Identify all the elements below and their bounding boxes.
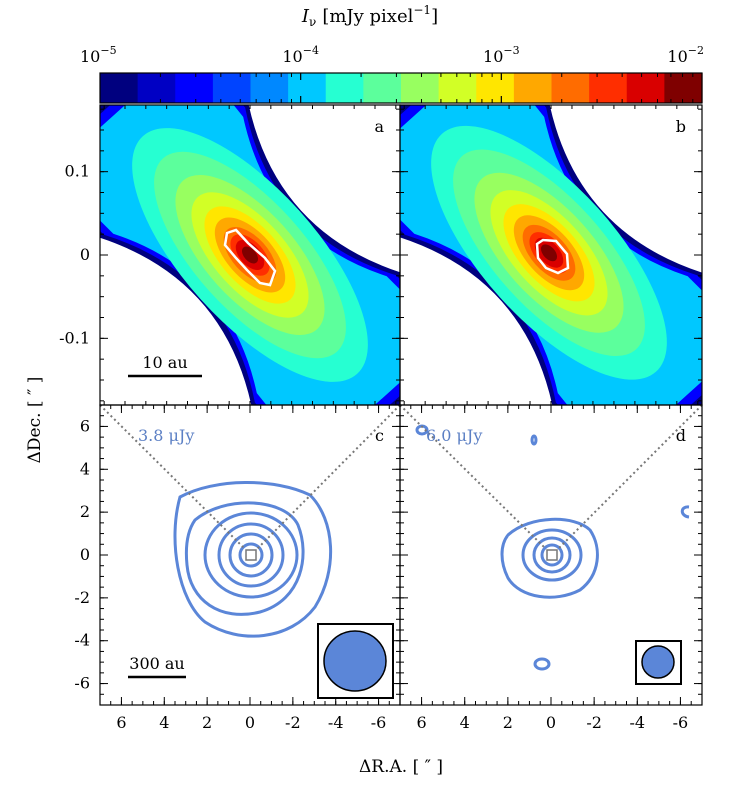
panel-d-letter: d [676,426,686,445]
colorbar-swatch [626,73,665,103]
colorbar-swatch [250,73,289,103]
x-tick-label: -2 [285,713,301,732]
x-tick-label: -6 [371,713,387,732]
colorbar-swatch [589,73,628,103]
panel-c-contour-6 [238,542,264,568]
panel-c-contour-2 [184,501,305,616]
colorbar-swatch [664,73,703,103]
colorbar-frame [99,72,703,104]
x-tick-label: 2 [202,713,212,732]
colorbar-swatch [476,73,515,103]
x-tick-label: 0 [546,713,556,732]
colorbar-swatch [438,73,477,103]
panel-b [400,105,702,405]
colorbar-tick-label: 10−5 [80,44,117,66]
panel-b-contour [535,238,570,275]
colorbar-tick-label: 10−3 [483,44,520,66]
x-tick-label: -4 [328,713,344,732]
tick-marks [99,73,703,706]
colorbar-swatch [175,73,214,103]
heatmap-level [241,246,259,264]
panel-d-noise-contour-3 [680,505,690,519]
panel-a-letter: a [374,117,384,136]
y-tick-label-bottom: -2 [74,588,90,607]
y-tick-label-top: 0 [80,245,90,264]
x-tick-label: 4 [159,713,169,732]
panel-c-contour-1 [173,481,332,638]
y-tick-label-bottom: -6 [74,674,90,693]
y-axis-title: ΔDec. [ ″ ] [25,377,45,464]
colorbar-tick-labels: 10−5 10−4 10−3 10−2 [80,44,704,66]
colorbar-swatch [551,73,590,103]
panel-c-rms-label: 3.8 μJy [138,426,194,445]
panel-a [100,105,400,405]
zoom-line-d-right [557,404,703,550]
panel-b-letter: b [676,117,686,136]
x-tick-label: -6 [673,713,689,732]
panel-a-heatmap [100,105,400,405]
colorbar-swatch [401,73,440,103]
colorbar-label: Iν [mJy pixel−1] [301,3,438,29]
y-tick-label-bottom: -4 [74,631,90,650]
colorbar-swatch [100,73,139,103]
panel-d-contour-4 [540,543,564,567]
x-tick-label: 6 [116,713,126,732]
zoom-line-c-right [256,404,401,550]
panel-c-contour-3 [203,511,299,599]
panel-b-heatmap [400,105,702,405]
y-tick-label-bottom: 0 [80,545,90,564]
colorbar-swatch [363,73,402,103]
x-axis-title: ΔR.A. [ ″ ] [359,757,443,777]
colorbar-tick-label: 10−4 [282,44,319,66]
panel-a-scalebar-label: 10 au [142,353,187,372]
panel-d-contour-1 [500,517,599,599]
panel-d-noise-contour-2 [530,434,538,446]
colorbar-swatch [212,73,252,103]
zoom-line-c-left [99,404,246,550]
panel-c-contour-4 [217,522,285,588]
panel-c-beam [323,630,387,692]
x-tick-label: 0 [245,713,255,732]
x-tick-label: 6 [416,713,426,732]
zoom-lines [99,404,703,550]
panel-c-letter: c [375,426,384,445]
panel-c-scalebar-label: 300 au [129,654,184,673]
y-tick-label-bottom: 6 [80,416,90,435]
panel-c-zoom-box [245,549,257,561]
colorbar-swatch [288,73,327,103]
colorbar-swatch [325,73,364,103]
y-tick-label-bottom: 2 [80,502,90,521]
panel-d-zoom-box [546,549,558,561]
y-tick-label-top: 0.1 [65,162,90,181]
panel-d-contour-3 [532,536,572,574]
zoom-line-d-left [399,404,547,550]
x-tick-label: -2 [586,713,602,732]
x-tick-label: 2 [503,713,513,732]
colorbar-swatch [513,73,553,103]
panel-d-rms-label: 6.0 μJy [426,426,482,445]
heatmap-level [540,244,558,262]
panel-d [415,424,690,671]
x-tick-label: 4 [460,713,470,732]
y-tick-label-top: -0.1 [59,328,90,347]
panel-d-contour-2 [521,528,583,582]
y-tick-label-bottom: 4 [80,459,90,478]
colorbar [100,73,703,103]
panel-c [173,481,332,638]
panel-a-contour [223,228,277,287]
colorbar-tick-label: 10−2 [667,44,704,66]
panel-d-noise-contour-4 [533,657,551,671]
x-tick-label: -4 [629,713,645,732]
axis-tick-labels: 0.1 0 -0.1 6 4 2 0 -2 -4 -6 6 4 2 0 -2 -4 -6 6 4 2 0 -2 -4 -6 [59,162,688,732]
panel-d-beam [641,645,675,679]
colorbar-swatch [137,73,176,103]
panel-c-contour-5 [228,532,274,578]
